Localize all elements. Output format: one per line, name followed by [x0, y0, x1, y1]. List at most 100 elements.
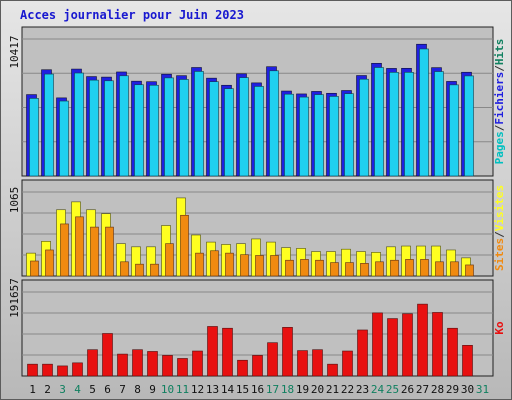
- day-label: 17: [266, 383, 279, 396]
- bar-sites: [180, 214, 189, 277]
- day-label: 23: [356, 383, 369, 396]
- day-label: 13: [206, 383, 219, 396]
- bar-fichiers: [149, 84, 159, 177]
- bar-sites: [135, 263, 144, 277]
- bar-fichiers: [404, 72, 414, 177]
- day-label: 6: [104, 383, 111, 396]
- bar-sites: [345, 262, 354, 277]
- day-label: 18: [281, 383, 294, 396]
- bar-fichiers: [164, 77, 174, 177]
- day-label: 4: [74, 383, 81, 396]
- bar-sites: [315, 259, 324, 277]
- bar-ko: [417, 303, 428, 377]
- plot-panels: 10417Pages/Fichiers/Hits1065Sites/Visite…: [8, 26, 506, 377]
- legend-visites: Visites: [493, 185, 506, 231]
- bar-fichiers: [134, 84, 144, 177]
- legend-ko: Ko: [493, 321, 506, 335]
- y-max-label: 191657: [8, 278, 21, 318]
- bar-fichiers: [239, 77, 249, 177]
- day-label: 22: [341, 383, 354, 396]
- bar-fichiers: [314, 94, 324, 177]
- bar-ko: [207, 326, 218, 377]
- bar-ko: [147, 351, 158, 377]
- day-label: 14: [221, 383, 235, 396]
- bar-fichiers: [89, 79, 99, 177]
- day-label: 5: [89, 383, 96, 396]
- bar-sites: [30, 260, 39, 277]
- day-label: 2: [44, 383, 51, 396]
- day-label: 8: [134, 383, 141, 396]
- bar-ko: [357, 329, 368, 377]
- legend-pages: Pages: [493, 131, 506, 164]
- legend-separator: /: [493, 65, 506, 72]
- bar-sites: [285, 259, 294, 277]
- legend-separator: /: [493, 231, 506, 238]
- bar-ko: [72, 362, 83, 377]
- bar-sites: [225, 252, 234, 277]
- panel-kb: 191657 Ko: [8, 278, 506, 377]
- day-label: 9: [149, 383, 156, 396]
- day-labels: 1 2 3 4 5 6 7 8 9 10 11 12 13 14 15 16 17 18 19 20 21 22 23 24 2…: [29, 383, 489, 396]
- bar-ko: [237, 359, 248, 377]
- bar-sites: [405, 259, 414, 277]
- day-label: 24: [371, 383, 385, 396]
- bar-fichiers: [284, 93, 294, 177]
- day-label: 31: [476, 383, 489, 396]
- chart-title: Acces journalier pour Juin 2023: [20, 8, 244, 22]
- bar-fichiers: [224, 88, 234, 177]
- legend-hits: Pages/Fichiers/Hits: [493, 39, 506, 165]
- bar-ko: [282, 327, 293, 377]
- bar-ko: [177, 358, 188, 377]
- day-label: 7: [119, 383, 126, 396]
- bar-ko: [387, 318, 398, 377]
- day-label: 29: [446, 383, 459, 396]
- bar-fichiers: [104, 80, 114, 177]
- bar-sites: [210, 250, 219, 277]
- bar-ko: [102, 333, 113, 377]
- bar-fichiers: [29, 98, 39, 177]
- bar-sites: [45, 249, 54, 277]
- bar-fichiers: [179, 79, 189, 177]
- day-label: 16: [251, 383, 264, 396]
- bar-ko: [372, 312, 383, 377]
- bar-fichiers: [464, 75, 474, 177]
- bar-sites: [450, 261, 459, 277]
- bar-fichiers: [269, 70, 279, 177]
- day-label: 30: [461, 383, 474, 396]
- day-label: 25: [386, 383, 399, 396]
- bar-fichiers: [374, 67, 384, 177]
- bar-ko: [87, 349, 98, 377]
- bar-fichiers: [44, 73, 54, 177]
- bar-ko: [342, 350, 353, 377]
- bar-ko: [312, 349, 323, 377]
- bar-fichiers: [209, 81, 219, 177]
- bar-ko: [432, 312, 443, 377]
- bar-ko: [222, 327, 233, 377]
- bar-ko: [267, 342, 278, 377]
- panel-visits: 1065 Sites/Visites: [8, 179, 506, 277]
- bar-fichiers: [329, 96, 339, 177]
- bar-sites: [60, 223, 69, 277]
- bar-sites: [375, 261, 384, 277]
- day-label: 26: [401, 383, 414, 396]
- bar-sites: [420, 259, 429, 277]
- bar-sites: [270, 255, 279, 277]
- bar-fichiers: [119, 75, 129, 177]
- bar-ko: [132, 349, 143, 377]
- bar-ko: [27, 363, 38, 377]
- day-label: 3: [59, 383, 66, 396]
- bar-sites: [120, 261, 129, 277]
- day-label: 27: [416, 383, 429, 396]
- bar-fichiers: [254, 86, 264, 177]
- bar-sites: [300, 259, 309, 277]
- legend-separator: /: [493, 124, 506, 131]
- bar-sites: [465, 264, 474, 277]
- bar-sites: [435, 261, 444, 277]
- day-label: 21: [326, 383, 339, 396]
- bar-ko: [297, 350, 308, 377]
- bar-fichiers: [74, 72, 84, 177]
- bar-fichiers: [434, 71, 444, 177]
- legend-visits: Sites/Visites: [493, 185, 506, 271]
